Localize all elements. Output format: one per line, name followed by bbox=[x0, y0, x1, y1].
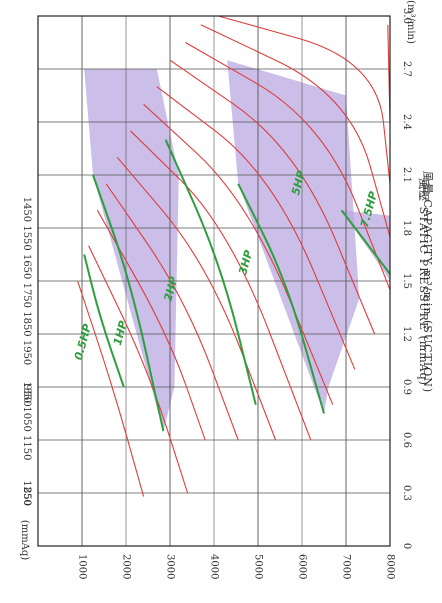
hp-boundary-line bbox=[164, 139, 257, 405]
rpm-label: 1450 1550 1650 1750 1850 1950 bbox=[21, 197, 32, 366]
hp-boundary-line bbox=[92, 174, 165, 432]
hp-label: 2HP bbox=[162, 275, 181, 302]
rpm-curve bbox=[116, 156, 277, 441]
x-tick-label: 0 bbox=[401, 543, 412, 549]
x-tick-label: 0.3 bbox=[401, 485, 412, 501]
y-tick-label: 1000 bbox=[77, 554, 88, 579]
rpm-curve bbox=[143, 103, 334, 405]
hp-boundary-line bbox=[83, 254, 125, 388]
plot-frame bbox=[37, 15, 391, 547]
x-tick-label: 0.6 bbox=[401, 432, 412, 448]
rpm-curve bbox=[130, 130, 312, 441]
rpm-curve bbox=[88, 245, 189, 494]
hp-boundary-line bbox=[237, 183, 325, 414]
rpm-curve bbox=[105, 183, 239, 441]
hp-label: 3HP bbox=[236, 249, 255, 276]
y-tick-label: 5000 bbox=[253, 554, 264, 579]
y-tick-label: 6000 bbox=[297, 554, 308, 579]
x-tick-label: 2.1 bbox=[401, 167, 412, 183]
rpm-label: 1350 bbox=[21, 381, 32, 406]
x-tick-label: 1.8 bbox=[401, 220, 412, 236]
hp-region-shade bbox=[84, 69, 179, 432]
x-tick-label: 1.2 bbox=[401, 326, 412, 342]
rpm-label: 850 bbox=[21, 487, 32, 506]
rpm-curve bbox=[156, 86, 356, 370]
x-tick-label: 1.5 bbox=[401, 273, 412, 289]
rpm-curve bbox=[218, 15, 391, 184]
x-axis-title: 風量 CAPACITY m³/min (SUCTION) bbox=[421, 171, 434, 393]
y-tick-label: 7000 bbox=[341, 554, 352, 579]
y-unit-label: (mmAq) bbox=[19, 520, 30, 560]
hp-label: 5HP bbox=[289, 169, 308, 196]
x-tick-label: 2.7 bbox=[401, 61, 412, 77]
x-tick-label: 3.0 bbox=[401, 8, 412, 24]
y-tick-label: 3000 bbox=[165, 554, 176, 579]
rpm-label: 1250 bbox=[21, 480, 32, 505]
rpm-curve bbox=[96, 210, 206, 441]
rpm-label: 950 1050 1150 bbox=[21, 384, 32, 460]
x-tick-label: 0.9 bbox=[401, 379, 412, 395]
rpm-curve bbox=[200, 24, 391, 237]
rpm-curve bbox=[77, 280, 145, 497]
x-unit-label: (m³/min) bbox=[405, 0, 416, 44]
hp-label: 1HP bbox=[111, 319, 130, 346]
y-axis-title: 風壓 STATIC PRESSURE (mmAq) bbox=[417, 178, 430, 386]
y-tick-label: 8000 bbox=[385, 554, 396, 579]
x-tick-label: 2.4 bbox=[401, 114, 412, 130]
rpm-curve bbox=[169, 59, 376, 335]
y-tick-label: 4000 bbox=[209, 554, 220, 579]
y-tick-label: 2000 bbox=[121, 554, 132, 579]
rpm-curve bbox=[185, 42, 391, 291]
hp-boundary-line bbox=[340, 209, 391, 275]
